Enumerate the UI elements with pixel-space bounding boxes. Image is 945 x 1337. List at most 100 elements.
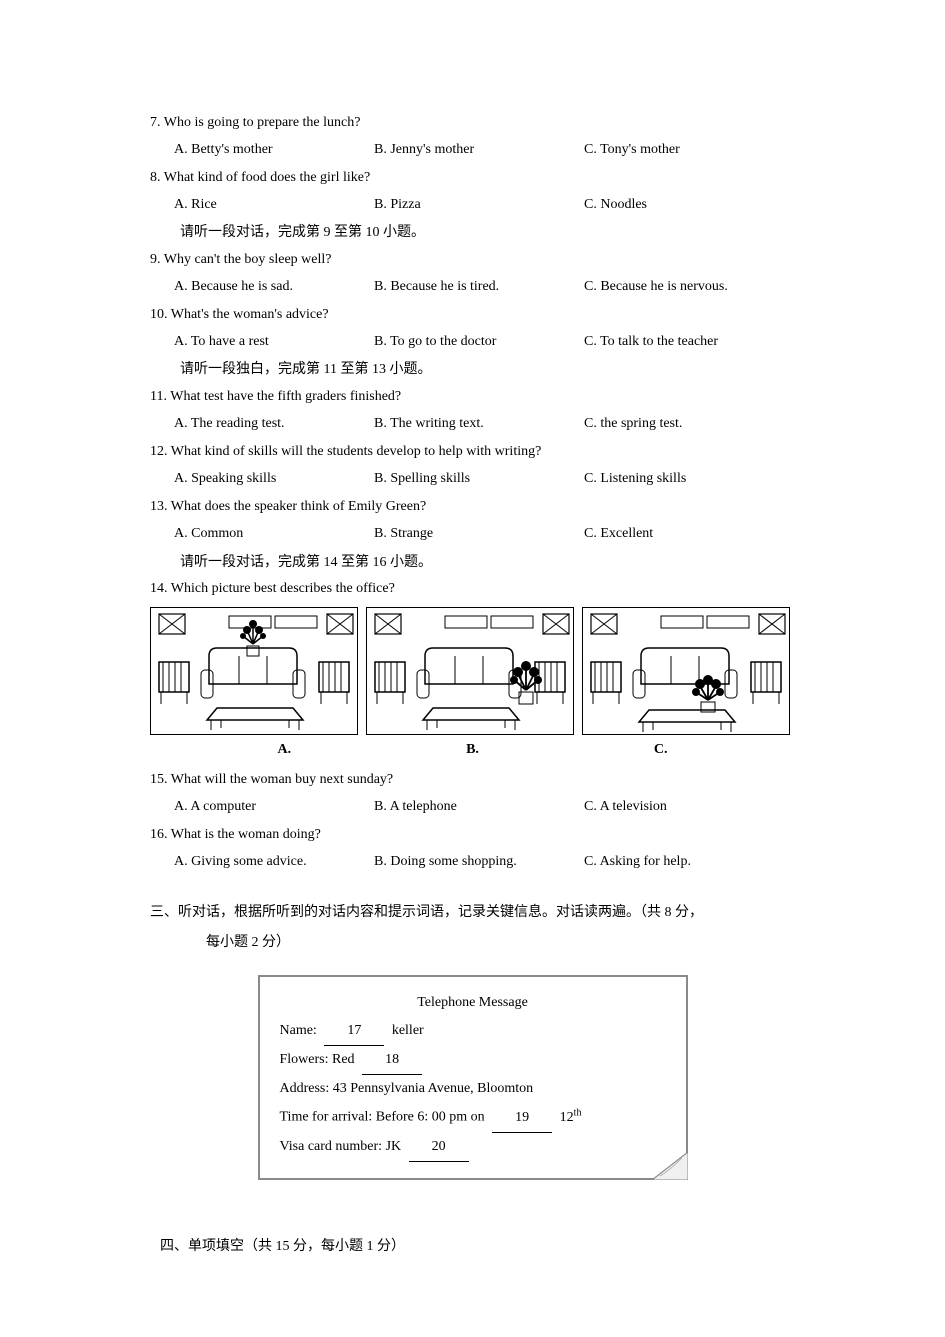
question-text: 10. What's the woman's advice? [150,302,795,329]
q-body: Which picture best describes the office? [171,581,395,596]
option-a[interactable]: A. Because he is sad. [174,274,374,301]
q-num: 13. [150,499,168,514]
options-row: A. To have a rest B. To go to the doctor… [150,329,795,356]
option-a[interactable]: A. Betty's mother [174,137,374,164]
q-body: What kind of food does the girl like? [164,170,370,185]
q-num: 10. [150,307,168,322]
options-row: A. Betty's mother B. Jenny's mother C. T… [150,137,795,164]
option-c[interactable]: C. To talk to the teacher [584,329,795,356]
blank-17[interactable]: 17 [324,1017,384,1046]
room-picture-b[interactable] [366,607,574,735]
option-b[interactable]: B. To go to the doctor [374,329,584,356]
page-fold-icon [652,1152,688,1180]
name-after: keller [392,1023,424,1038]
telephone-message-box: Telephone Message Name: 17 keller Flower… [258,975,688,1180]
question-13: 13. What does the speaker think of Emily… [150,494,795,547]
q-num: 8. [150,170,161,185]
blank-18[interactable]: 18 [362,1046,422,1075]
q-num: 12. [150,444,168,459]
options-row: A. Common B. Strange C. Excellent [150,521,795,548]
visa-label: Visa card number: JK [280,1139,402,1154]
instruction-1: 请听一段对话，完成第 9 至第 10 小题。 [150,220,795,247]
pic-label-a: A. [277,737,291,764]
time-day: 12 [560,1110,574,1125]
room-picture-a[interactable] [150,607,358,735]
pic-label-c: C. [654,737,668,764]
message-time-row: Time for arrival: Before 6: 00 pm on 19 … [280,1103,666,1133]
option-b[interactable]: B. Spelling skills [374,466,584,493]
option-c[interactable]: C. Because he is nervous. [584,274,795,301]
option-a[interactable]: A. To have a rest [174,329,374,356]
option-a[interactable]: A. Speaking skills [174,466,374,493]
q-body: What's the woman's advice? [171,307,329,322]
q-body: What kind of skills will the students de… [171,444,542,459]
room-picture-c[interactable] [582,607,790,735]
question-15: 15. What will the woman buy next sunday?… [150,767,795,820]
q-num: 7. [150,115,161,130]
option-c[interactable]: C. Excellent [584,521,795,548]
option-c[interactable]: C. Asking for help. [584,849,795,876]
options-row: A. Giving some advice. B. Doing some sho… [150,849,795,876]
option-a[interactable]: A. Rice [174,192,374,219]
options-row: A. A computer B. A telephone C. A televi… [150,794,795,821]
q-num: 15. [150,772,168,787]
option-b[interactable]: B. The writing text. [374,411,584,438]
option-c[interactable]: C. A television [584,794,795,821]
option-b[interactable]: B. Because he is tired. [374,274,584,301]
q-body: What does the speaker think of Emily Gre… [171,499,426,514]
option-a[interactable]: A. A computer [174,794,374,821]
message-name-row: Name: 17 keller [280,1017,666,1046]
message-address-row: Address: 43 Pennsylvania Avenue, Bloomto… [280,1075,666,1103]
question-text: 15. What will the woman buy next sunday? [150,767,795,794]
q-body: Who is going to prepare the lunch? [164,115,361,130]
section-3-sub: 每小题 2 分） [150,930,795,957]
q-body: What will the woman buy next sunday? [171,772,393,787]
option-b[interactable]: B. Strange [374,521,584,548]
option-c[interactable]: C. Tony's mother [584,137,795,164]
q-num: 9. [150,252,161,267]
q-body: What test have the fifth graders finishe… [170,389,401,404]
section-3-heading: 三、听对话，根据所听到的对话内容和提示词语，记录关键信息。对话读两遍。（共 8 … [150,900,795,927]
option-c[interactable]: C. Noodles [584,192,795,219]
time-after: 12th [560,1110,582,1125]
blank-20[interactable]: 20 [409,1133,469,1162]
option-a[interactable]: A. Giving some advice. [174,849,374,876]
question-text: 7. Who is going to prepare the lunch? [150,110,795,137]
time-suffix: th [574,1107,582,1118]
option-b[interactable]: B. A telephone [374,794,584,821]
option-b[interactable]: B. Doing some shopping. [374,849,584,876]
flowers-label: Flowers: Red [280,1052,355,1067]
q-num: 16. [150,827,168,842]
question-11: 11. What test have the fifth graders fin… [150,384,795,437]
section-4-heading: 四、单项填空（共 15 分，每小题 1 分） [150,1234,795,1261]
message-title: Telephone Message [280,989,666,1017]
option-a[interactable]: A. The reading test. [174,411,374,438]
q-num: 14. [150,581,168,596]
blank-19[interactable]: 19 [492,1104,552,1133]
question-text: 11. What test have the fifth graders fin… [150,384,795,411]
message-visa-row: Visa card number: JK 20 [280,1133,666,1162]
question-10: 10. What's the woman's advice? A. To hav… [150,302,795,355]
pic-label-b: B. [466,737,479,764]
options-row: A. The reading test. B. The writing text… [150,411,795,438]
options-row: A. Rice B. Pizza C. Noodles [150,192,795,219]
option-c[interactable]: C. Listening skills [584,466,795,493]
section-3-text: 三、听对话，根据所听到的对话内容和提示词语，记录关键信息。对话读两遍。（共 8 … [150,905,703,920]
question-16: 16. What is the woman doing? A. Giving s… [150,822,795,875]
option-b[interactable]: B. Jenny's mother [374,137,584,164]
option-b[interactable]: B. Pizza [374,192,584,219]
question-8: 8. What kind of food does the girl like?… [150,165,795,218]
q-body: Why can't the boy sleep well? [164,252,332,267]
name-label: Name: [280,1023,317,1038]
time-label: Time for arrival: Before 6: 00 pm on [280,1110,485,1125]
question-text: 12. What kind of skills will the student… [150,439,795,466]
option-c[interactable]: C. the spring test. [584,411,795,438]
options-row: A. Because he is sad. B. Because he is t… [150,274,795,301]
question-text: 9. Why can't the boy sleep well? [150,247,795,274]
picture-labels: A. B. C. [150,737,795,764]
instruction-2: 请听一段独白，完成第 11 至第 13 小题。 [150,357,795,384]
question-14: 14. Which picture best describes the off… [150,576,795,603]
q-num: 11. [150,389,167,404]
picture-options [150,607,795,735]
option-a[interactable]: A. Common [174,521,374,548]
